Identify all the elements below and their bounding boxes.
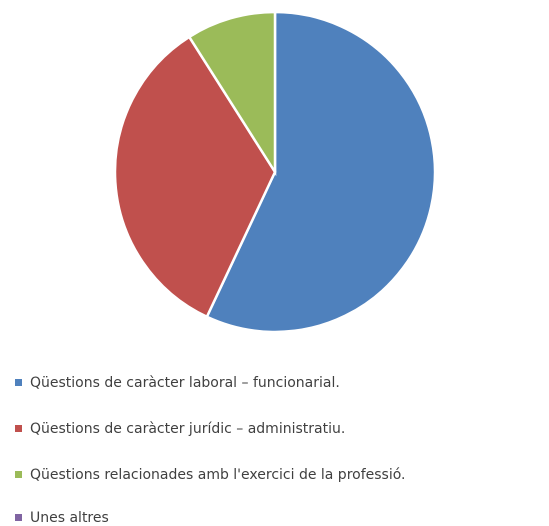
legend-swatch [15, 514, 22, 521]
legend-swatch [15, 471, 22, 478]
legend-label: Qüestions de caràcter jurídic – administ… [30, 421, 345, 437]
legend-swatch [15, 379, 22, 386]
legend-label: Qüestions relacionades amb l'exercici de… [30, 467, 406, 483]
pie-slice [187, 10, 277, 177]
legend-swatch [15, 425, 22, 432]
legend-label: Unes altres [30, 510, 109, 526]
pie-slice [113, 35, 277, 319]
legend-label: Qüestions de caràcter laboral – funciona… [30, 375, 340, 391]
pie-slice [205, 10, 437, 334]
